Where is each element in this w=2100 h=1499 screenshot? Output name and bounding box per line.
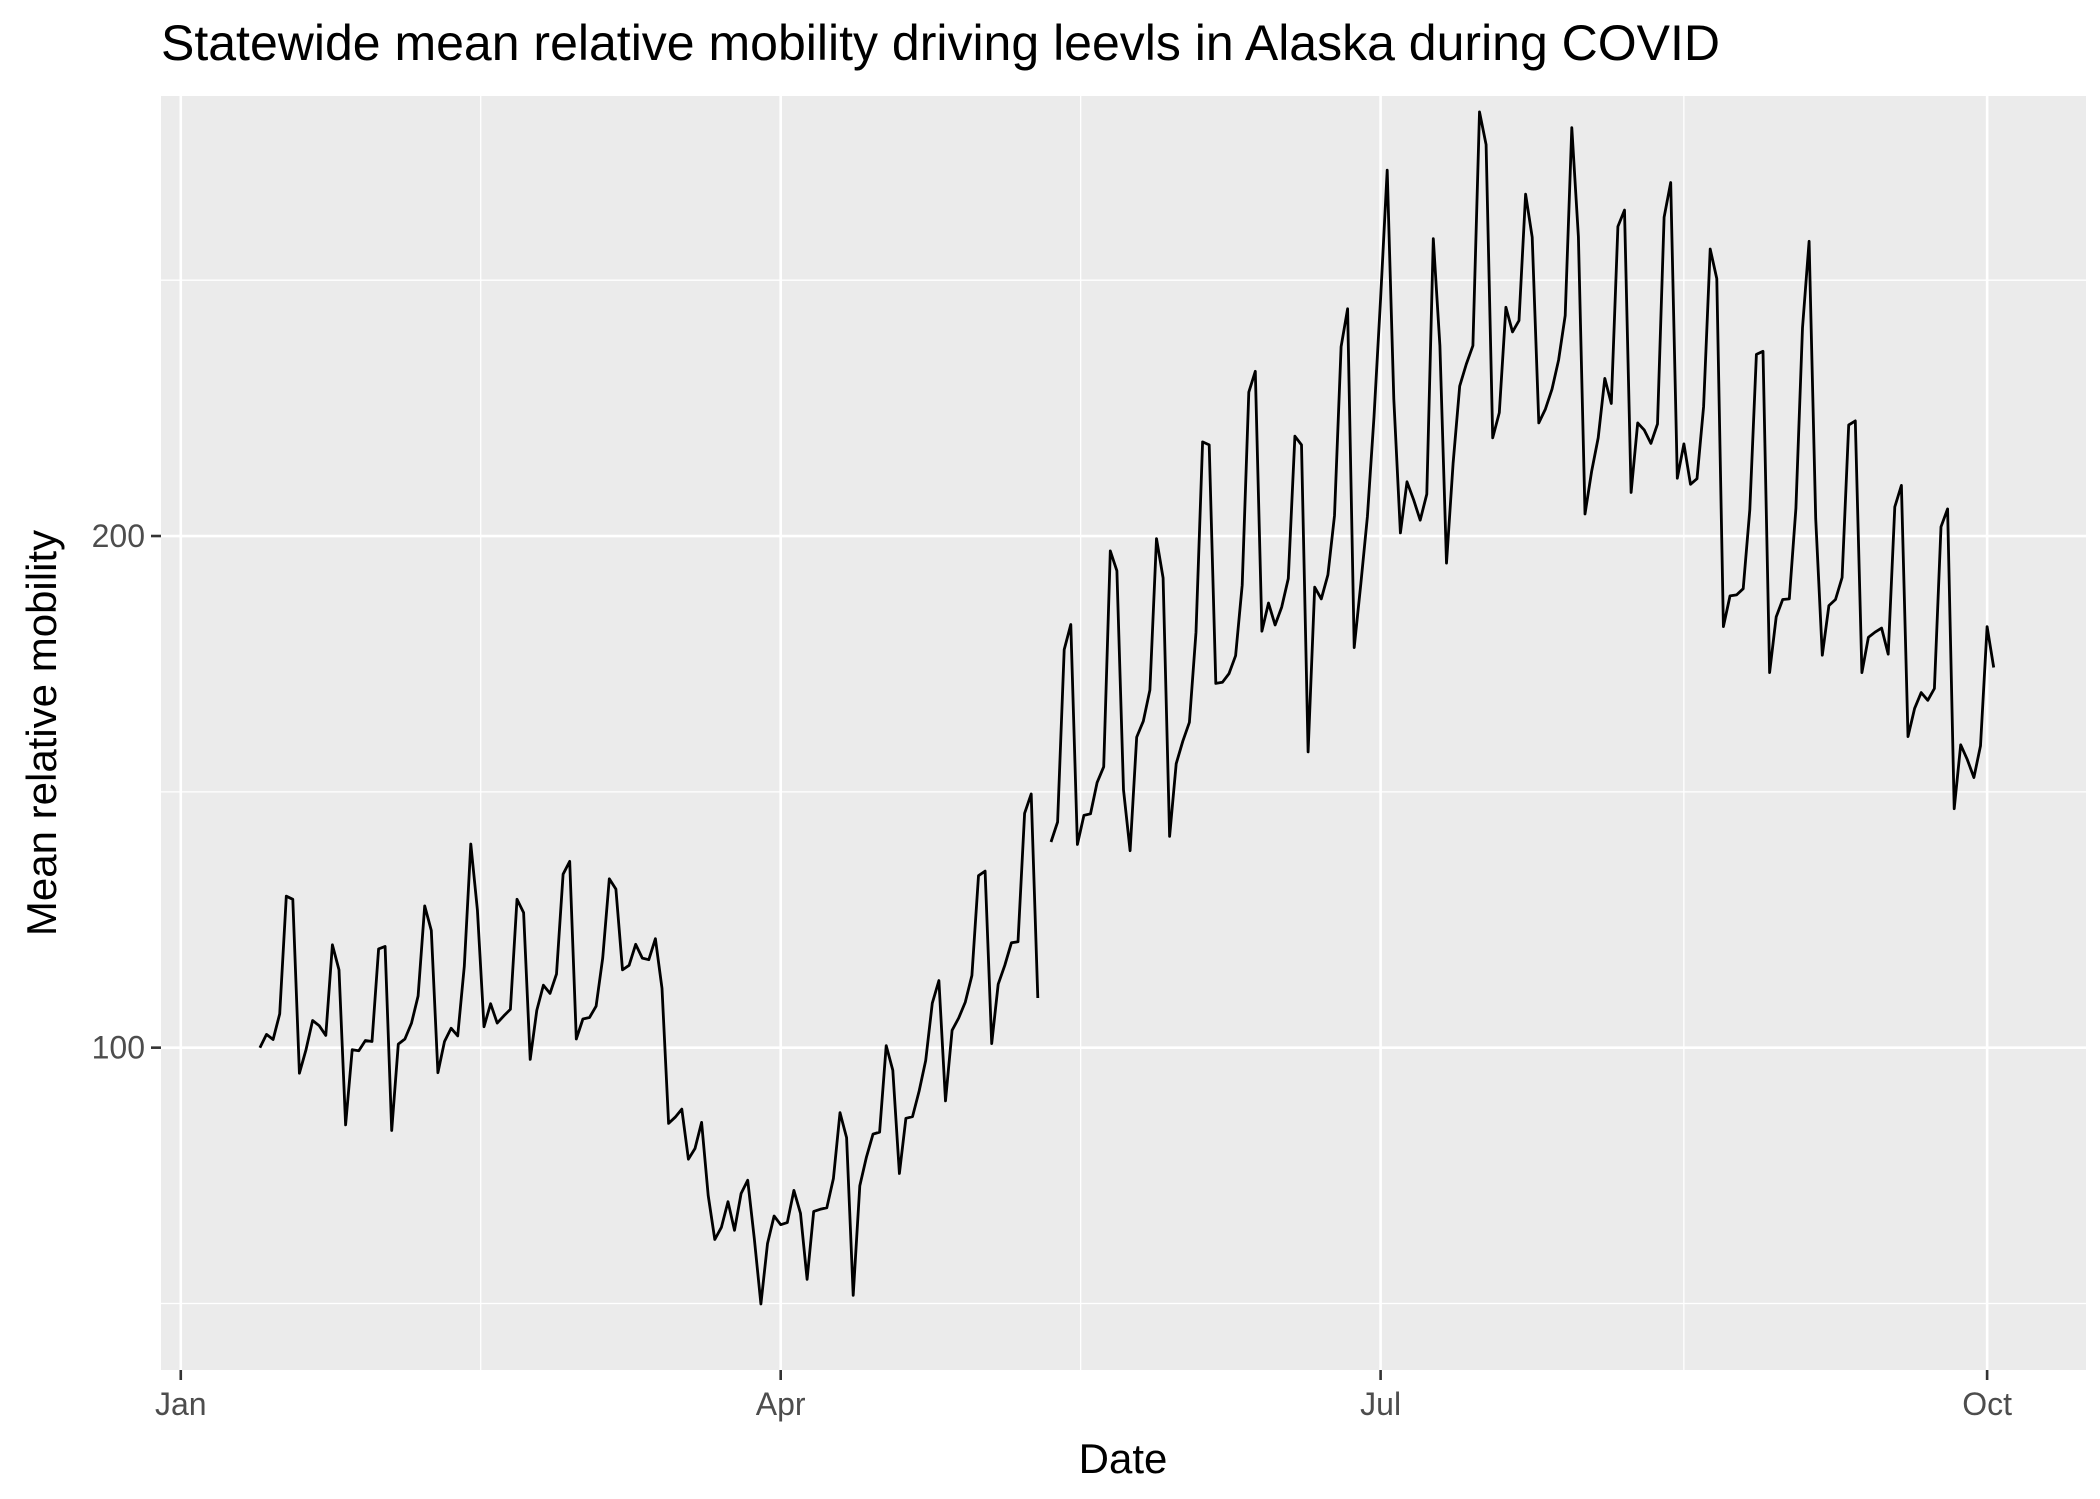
x-tick-label: Oct bbox=[1962, 1386, 2012, 1422]
tick-labels: Jan Apr Jul Oct 100 200 bbox=[92, 518, 2013, 1422]
major-gridlines bbox=[161, 96, 2086, 1370]
axis-ticks bbox=[151, 534, 1989, 1380]
y-tick-label: 200 bbox=[92, 518, 145, 554]
x-axis-title: Date bbox=[1079, 1435, 1168, 1482]
series-line-segment bbox=[1049, 110, 1996, 853]
x-tick-label: Jul bbox=[1360, 1386, 1401, 1422]
series-line-segment bbox=[258, 792, 1040, 1306]
chart-title: Statewide mean relative mobility driving… bbox=[161, 15, 1720, 71]
x-tick-label: Jan bbox=[155, 1386, 207, 1422]
series-layer bbox=[258, 110, 1996, 1306]
y-axis-title: Mean relative mobility bbox=[18, 530, 65, 936]
y-tick-label: 100 bbox=[92, 1030, 145, 1066]
x-tick-label: Apr bbox=[756, 1386, 806, 1422]
plot-panel bbox=[161, 96, 2086, 1370]
